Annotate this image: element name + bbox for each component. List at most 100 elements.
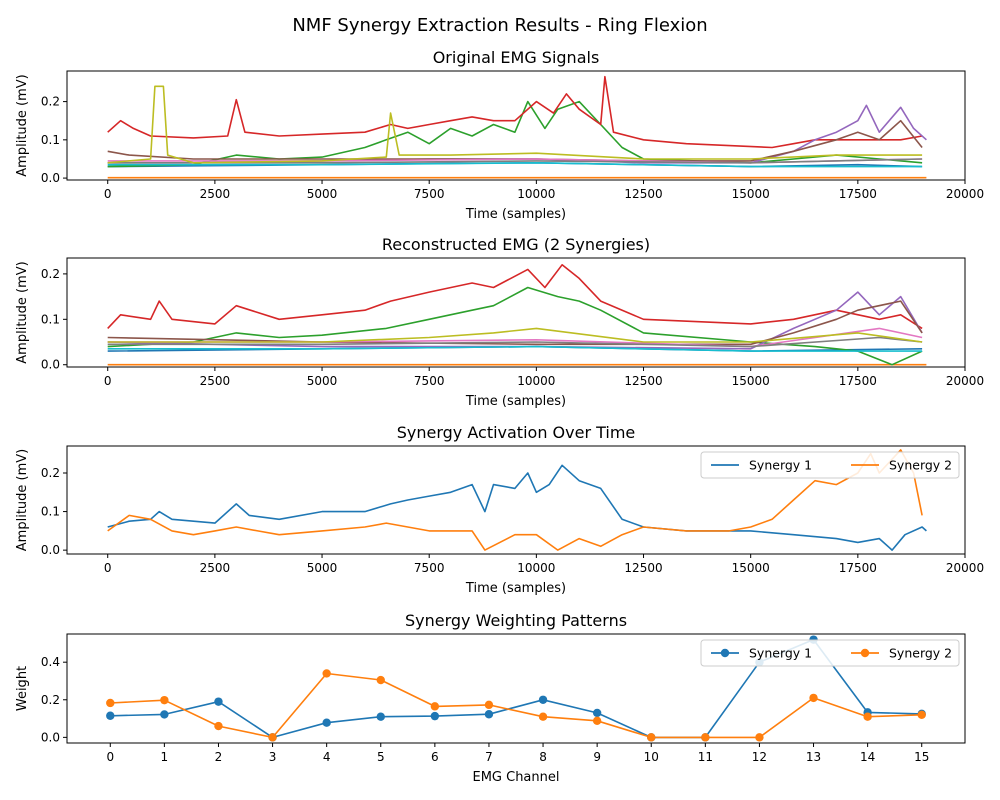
y-tick-label: 0.0 <box>41 171 60 185</box>
y-tick-label: 0.1 <box>41 312 60 326</box>
x-axis-label: Time (samples) <box>465 394 566 409</box>
legend-marker <box>720 648 730 658</box>
legend-box <box>700 639 960 667</box>
data-point <box>809 693 818 703</box>
y-tick-label: 0.4 <box>41 655 60 669</box>
data-point <box>484 700 494 710</box>
legend-entry: Synergy 2 <box>889 458 952 473</box>
series-line-4 <box>107 263 923 330</box>
data-point <box>106 711 115 720</box>
x-tick-label: 10 <box>644 750 659 764</box>
series-group <box>107 263 927 366</box>
data-point <box>160 710 169 719</box>
x-tick-label: 9 <box>593 750 601 764</box>
x-axis-label: EMG Channel <box>472 770 559 785</box>
series-line-9 <box>107 85 923 164</box>
series-line-9 <box>107 327 923 343</box>
y-tick-label: 0.2 <box>41 267 60 281</box>
data-point <box>755 733 764 742</box>
subplot-1: Original EMG Signals 0 2500 5000 7500 10000 12… <box>15 48 984 222</box>
x-tick-label: 20000 <box>946 561 984 575</box>
series-line-1 <box>107 464 927 551</box>
y-axis-label: Weight <box>15 666 30 711</box>
data-point <box>376 712 385 721</box>
x-tick-label: 15000 <box>732 187 770 201</box>
x-tick-label: 4 <box>323 750 331 764</box>
x-axis-label: Time (samples) <box>465 207 566 222</box>
series-line-8 <box>107 336 923 348</box>
x-tick-label: 17500 <box>839 187 877 201</box>
legend-entry: Synergy 2 <box>889 646 952 661</box>
x-tick-label: 14 <box>860 750 875 764</box>
y-axis-label: Amplitude (mV) <box>15 449 30 551</box>
y-tick-label: 0.0 <box>41 730 60 744</box>
x-tick-label: 12500 <box>624 374 662 388</box>
data-point <box>322 669 331 678</box>
x-axis-label: Time (samples) <box>465 581 566 596</box>
x-tick-label: 2500 <box>200 187 231 201</box>
x-tick-label: 12 <box>752 750 767 764</box>
subplot-title: Reconstructed EMG (2 Synergies) <box>382 235 650 254</box>
x-tick-label: 6 <box>431 750 439 764</box>
series-line-10 <box>107 162 923 168</box>
x-tick-label: 7500 <box>414 374 445 388</box>
x-tick-label: 17500 <box>839 374 877 388</box>
data-point <box>160 695 169 705</box>
series-line-4 <box>107 75 923 149</box>
data-point <box>430 702 440 711</box>
data-point <box>322 718 331 727</box>
legend-marker <box>860 648 870 658</box>
series-group <box>107 75 927 179</box>
data-point <box>701 733 710 742</box>
series-line-3 <box>107 286 923 366</box>
series-group <box>107 449 927 551</box>
axes-frame <box>66 445 966 555</box>
y-tick-label: 0.0 <box>41 358 60 372</box>
x-tick-label: 0 <box>104 374 112 388</box>
series-line-5 <box>107 291 923 350</box>
data-point <box>484 710 494 719</box>
data-point <box>592 716 602 726</box>
x-tick-label: 1 <box>161 750 169 764</box>
x-tick-label: 12500 <box>624 187 662 201</box>
data-point <box>376 675 385 685</box>
data-point <box>106 698 115 708</box>
x-tick-label: 2 <box>215 750 223 764</box>
y-tick-label: 0.2 <box>41 466 60 480</box>
y-tick-label: 0.1 <box>41 133 60 147</box>
legend-entry: Synergy 1 <box>749 646 812 661</box>
x-tick-label: 11 <box>698 750 713 764</box>
x-tick-label: 3 <box>269 750 277 764</box>
x-tick-label: 2500 <box>200 374 231 388</box>
y-axis-label: Amplitude (mV) <box>15 261 30 363</box>
y-tick-label: 0.1 <box>41 505 60 519</box>
data-point <box>917 710 926 720</box>
series-line-2 <box>110 672 922 739</box>
x-tick-label: 8 <box>539 750 547 764</box>
series-line-10 <box>107 345 923 352</box>
y-tick-label: 0.2 <box>41 95 60 109</box>
data-point <box>538 712 548 721</box>
x-tick-label: 10000 <box>517 561 555 575</box>
y-tick-label: 0.0 <box>41 543 60 557</box>
subplot-2: Reconstructed EMG (2 Synergies) 0 2500 5000… <box>15 235 984 409</box>
legend: Synergy 1 Synergy 2 <box>700 451 960 479</box>
y-tick-label: 0.2 <box>41 693 60 707</box>
figure-title: NMF Synergy Extraction Results - Ring Fl… <box>292 15 707 36</box>
data-point <box>592 708 602 718</box>
axes-frame <box>66 633 966 744</box>
data-point <box>214 721 223 731</box>
x-tick-label: 0 <box>104 187 112 201</box>
subplot-title: Synergy Activation Over Time <box>397 423 636 442</box>
series-line-8 <box>107 158 923 164</box>
x-tick-label: 20000 <box>946 374 984 388</box>
series-line-2 <box>107 449 923 551</box>
data-point <box>268 733 277 742</box>
subplot-title: Synergy Weighting Patterns <box>405 611 627 630</box>
x-tick-label: 0 <box>106 750 114 764</box>
x-tick-label: 10000 <box>517 187 555 201</box>
legend-box <box>700 451 960 479</box>
